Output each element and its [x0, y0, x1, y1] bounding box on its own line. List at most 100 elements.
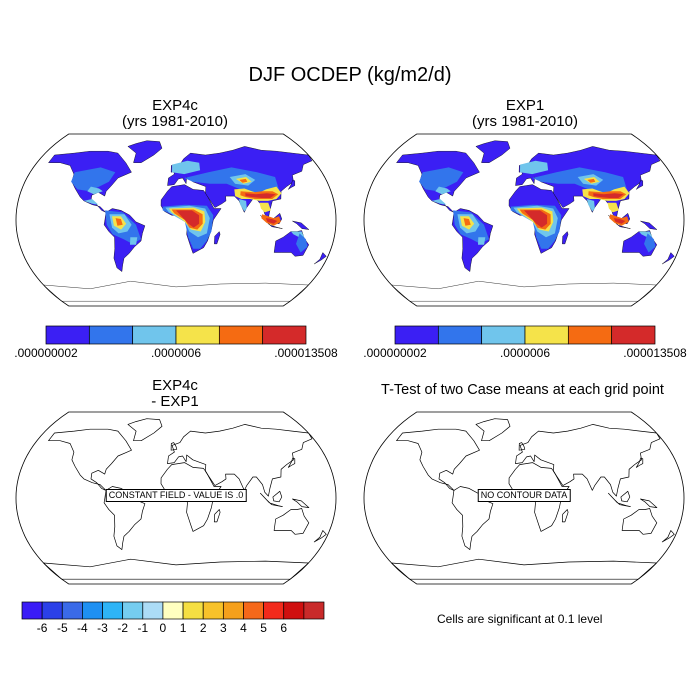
continent-greenland — [475, 418, 511, 442]
colorbar-tick-label: 0 — [159, 621, 167, 635]
colorbar-bottom-left-labels: -6 -5 -4 -3 -2 -1 0 1 2 3 4 5 6 — [22, 621, 324, 637]
colorbar-top-right — [394, 325, 656, 345]
colorbar-swatch — [567, 325, 613, 345]
colorbar-swatch — [202, 601, 224, 620]
map-content — [15, 411, 337, 585]
field-region-2 — [431, 199, 447, 205]
colorbar-tick-label: 5 — [260, 621, 267, 635]
colorbar-tick-label: .0000006 — [499, 346, 551, 360]
bottom-right-panel-title: T-Test of two Case means at each grid po… — [381, 382, 664, 398]
colorbar-tick-label: -1 — [137, 621, 149, 635]
colorbar-swatch — [45, 325, 90, 345]
colorbar-swatch — [437, 325, 483, 345]
map-content — [363, 133, 685, 307]
bottom-left-panel-title: EXP4c - EXP1 — [20, 378, 330, 410]
top-left-panel-title: EXP4c (yrs 1981-2010) — [20, 98, 330, 130]
continent-borneo — [272, 490, 283, 503]
colorbar-swatch — [21, 601, 43, 620]
colorbar-swatch — [524, 325, 569, 345]
continent-indonesia — [608, 492, 631, 507]
colorbar-swatch — [283, 601, 305, 620]
field-region-12 — [176, 210, 200, 228]
colorbar-tick-label: .0000006 — [150, 346, 202, 360]
colorbar-swatch — [218, 325, 264, 345]
field-region-22 — [259, 202, 271, 213]
colorbar-tick-label: 4 — [240, 621, 247, 635]
field-region-6 — [115, 218, 123, 226]
continent-newguinea — [292, 498, 310, 508]
map-border — [363, 411, 685, 585]
field-region-21 — [586, 199, 595, 212]
field-region-13 — [532, 167, 628, 194]
top-right-panel-title: EXP1 (yrs 1981-2010) — [370, 98, 680, 130]
continent-japan — [287, 457, 296, 468]
continent-newzealand — [314, 252, 327, 265]
field-region-21 — [238, 199, 247, 212]
field-region-7 — [130, 237, 138, 245]
map-content — [15, 133, 337, 307]
map-border — [15, 411, 337, 585]
colorbar-swatch — [611, 325, 656, 345]
continent-newzealand — [313, 530, 327, 543]
colorbar-swatch — [262, 325, 307, 345]
field-region-20 — [245, 193, 276, 198]
continent-eurasia — [515, 424, 661, 497]
field-region-26 — [296, 233, 308, 253]
colorbar-top-right-labels: .000000002 .0000006 .000013508 — [363, 346, 686, 362]
top-left-title-line1: EXP4c — [152, 97, 198, 114]
colorbar-tick-label: .000000002 — [14, 346, 78, 360]
field-region-16 — [587, 178, 596, 183]
colorbar-swatch — [122, 601, 144, 620]
continent-uk — [170, 442, 178, 451]
map-top-left — [15, 133, 337, 307]
significance-note: Cells are significant at 0.1 level — [437, 612, 603, 626]
colorbar-tick-label: 2 — [199, 621, 207, 635]
field-region-24 — [613, 218, 626, 224]
continent-northAmerica — [396, 428, 480, 491]
continent-newzealand — [662, 252, 675, 265]
plot-title: DJF OCDEP (kg/m2/d) — [248, 64, 452, 86]
continent-northAmerica — [48, 428, 132, 491]
continent-uk — [518, 442, 526, 451]
field-region-6 — [463, 218, 471, 226]
colorbar-bottom-left — [21, 601, 325, 620]
continent-newguinea — [640, 498, 658, 508]
continent-australia — [273, 508, 310, 535]
colorbar-swatch — [222, 601, 244, 620]
colorbar-tick-label: .000013508 — [274, 346, 338, 360]
field-region-1 — [435, 186, 451, 195]
colorbar-swatch — [82, 601, 103, 620]
field-region-24 — [265, 218, 278, 224]
colorbar-swatch — [142, 601, 164, 620]
colorbar-swatch — [88, 325, 134, 345]
continent-greenland — [475, 140, 511, 163]
field-region-1 — [87, 186, 103, 195]
continent-indonesia — [260, 492, 283, 507]
continent-madagascar — [213, 509, 221, 523]
bottom-left-title-line1: EXP4c — [152, 377, 198, 394]
field-region-17 — [520, 160, 549, 175]
colorbar-tick-label: 1 — [179, 621, 187, 635]
colorbar-swatch — [303, 601, 325, 620]
continent-japan — [635, 457, 644, 468]
colorbar-swatch — [102, 601, 124, 620]
colorbar-top-left — [45, 325, 307, 345]
colorbar-swatch — [481, 325, 526, 345]
field-region-2 — [83, 199, 99, 205]
colorbar-swatch — [394, 325, 439, 345]
colorbar-tick-label: -3 — [97, 621, 108, 635]
colorbar-swatch — [263, 601, 285, 620]
colorbar-tick-label: 6 — [280, 621, 288, 635]
colorbar-tick-label: -2 — [117, 621, 129, 635]
continent-greenland — [127, 418, 163, 442]
map-border — [363, 133, 685, 307]
field-region-13 — [184, 167, 280, 194]
field-region-0 — [71, 167, 116, 192]
colorbar-tick-label: -4 — [77, 621, 88, 635]
continent-newzealand — [661, 530, 675, 543]
continent-japan — [636, 179, 643, 190]
colorbar-tick-label: -6 — [36, 621, 48, 635]
field-region-12 — [524, 210, 548, 228]
continent-greenland — [127, 140, 163, 163]
continent-madagascar — [562, 231, 569, 245]
